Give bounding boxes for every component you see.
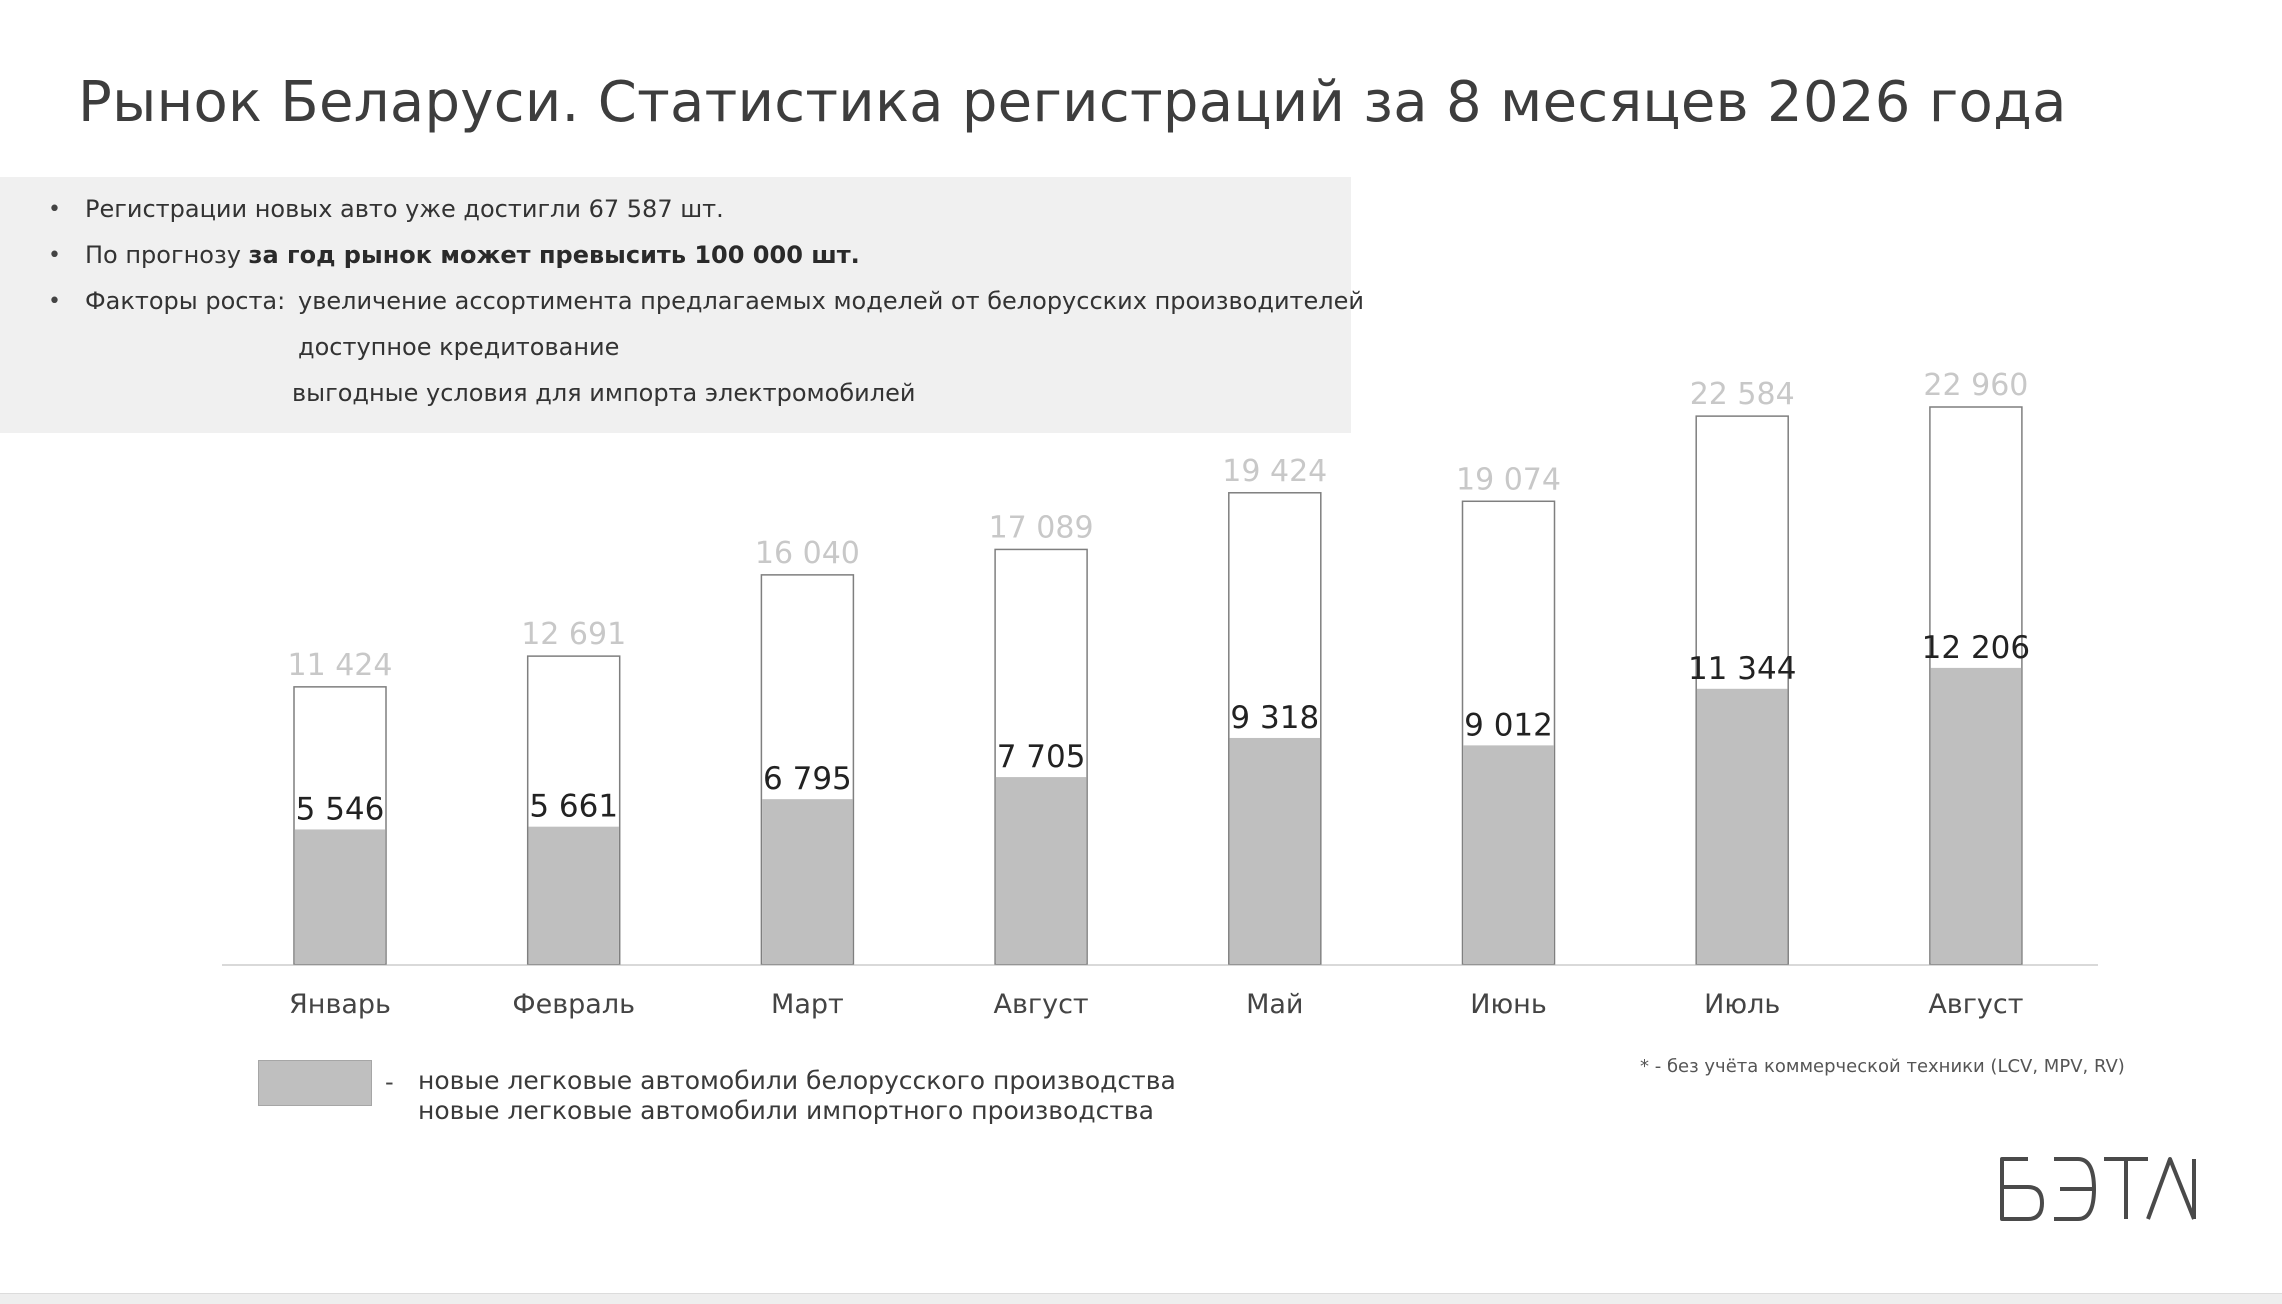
bar-domestic <box>1930 667 2022 964</box>
domestic-label: 6 795 <box>763 761 852 797</box>
category-label: Февраль <box>512 989 635 1020</box>
info-line-forecast: По прогнозу за год рынок может превысить… <box>85 241 860 269</box>
legend-label-import: новые легковые автомобили импортного про… <box>418 1096 1154 1125</box>
total-label: 22 584 <box>1690 377 1795 412</box>
bullet-3: • <box>48 289 61 314</box>
total-label: 12 691 <box>521 617 626 652</box>
forecast-bold: за год рынок может превысить 100 000 шт. <box>248 241 860 269</box>
category-label: Август <box>1928 989 2023 1020</box>
category-label: Май <box>1246 989 1303 1020</box>
growth-factors-label: Факторы роста: <box>85 287 286 315</box>
bar-domestic <box>995 777 1087 964</box>
total-label: 16 040 <box>755 536 860 571</box>
bullet-2: • <box>48 243 61 268</box>
category-label: Март <box>771 989 844 1020</box>
forecast-prefix: По прогнозу <box>85 241 249 269</box>
domestic-label: 5 546 <box>296 791 385 827</box>
bar-domestic <box>294 829 386 964</box>
total-label: 22 960 <box>1923 368 2028 403</box>
total-label: 17 089 <box>989 510 1094 545</box>
category-label: Январь <box>289 989 391 1020</box>
domestic-label: 5 661 <box>529 789 618 825</box>
legend-swatch-domestic <box>258 1060 372 1106</box>
domestic-label: 9 318 <box>1230 700 1319 736</box>
category-label: Июнь <box>1470 989 1547 1020</box>
domestic-label: 9 012 <box>1464 707 1553 743</box>
domestic-label: 12 206 <box>1922 630 2030 666</box>
growth-factor-2: доступное кредитование <box>298 333 620 361</box>
bullet-1: • <box>48 197 61 222</box>
legend-label-domestic: новые легковые автомобили белорусского п… <box>418 1066 1176 1095</box>
category-label: Июль <box>1704 989 1780 1020</box>
growth-factor-3: выгодные условия для импорта электромоби… <box>292 379 916 407</box>
footnote: * - без учёта коммерческой техники (LCV,… <box>1640 1056 2125 1077</box>
bar-domestic <box>762 799 853 964</box>
beta-logo <box>2000 1157 2196 1221</box>
page-title: Рынок Беларуси. Статистика регистраций з… <box>78 70 2067 135</box>
bar-domestic <box>528 826 619 964</box>
total-label: 11 424 <box>288 648 393 683</box>
legend-dash: - <box>385 1068 394 1096</box>
bottom-strip <box>0 1293 2282 1304</box>
growth-factor-1: увеличение ассортимента предлагаемых мод… <box>298 287 1365 315</box>
domestic-label: 11 344 <box>1688 651 1796 687</box>
info-line-registrations: Регистрации новых авто уже достигли 67 5… <box>85 195 724 223</box>
total-label: 19 424 <box>1222 454 1327 489</box>
category-label: Август <box>994 989 1089 1020</box>
bar-domestic <box>1229 737 1321 964</box>
bar-domestic <box>1463 745 1554 964</box>
total-label: 19 074 <box>1456 462 1561 497</box>
bar-domestic <box>1696 688 1788 964</box>
registrations-chart: 11 424 5 546 Январь 12 691 5 661 Февраль 16 04… <box>222 368 2098 1020</box>
info-box: • Регистрации новых авто уже достигли 67… <box>0 177 1364 433</box>
domestic-label: 7 705 <box>997 739 1086 775</box>
